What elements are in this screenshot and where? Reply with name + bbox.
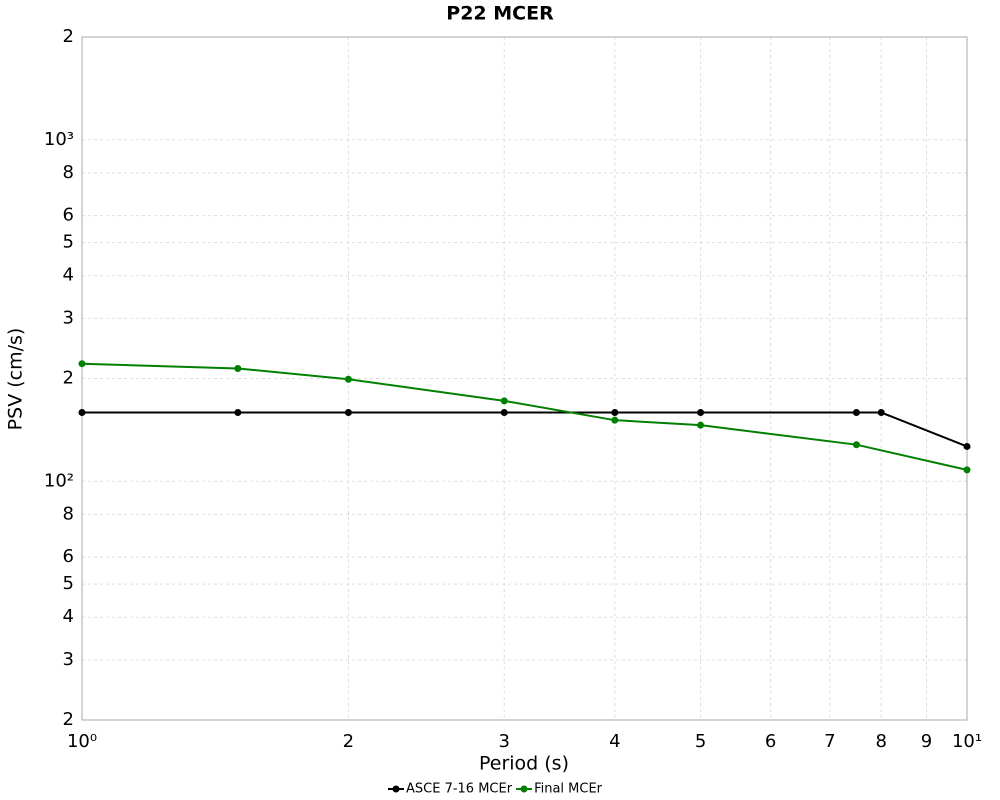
y-tick-label: 2 (63, 26, 74, 47)
y-tick-label: 10³ (44, 129, 74, 150)
data-point (611, 409, 619, 417)
data-point (78, 360, 86, 368)
y-tick-label: 3 (63, 649, 74, 670)
data-point (344, 409, 352, 417)
y-tick-label: 5 (63, 573, 74, 594)
data-point (234, 409, 242, 417)
data-point (500, 409, 508, 417)
y-tick-label: 8 (63, 162, 74, 183)
data-point (344, 375, 352, 383)
x-tick-label: 10¹ (952, 731, 982, 752)
chart-title: P22 MCER (446, 3, 554, 25)
series-line (81, 362, 968, 471)
y-tick-label: 4 (63, 606, 74, 627)
data-point (611, 416, 619, 424)
y-tick-label: 8 (63, 503, 74, 524)
x-tick-label: 9 (921, 731, 932, 752)
data-point (877, 409, 885, 417)
legend-marker (392, 785, 400, 793)
y-axis-label: PSV (cm/s) (5, 328, 27, 431)
y-tick-label: 6 (63, 205, 74, 226)
data-point (234, 364, 242, 372)
x-tick-label: 5 (695, 731, 706, 752)
x-tick-label: 2 (343, 731, 354, 752)
data-point (697, 409, 705, 417)
plot-frame (81, 36, 968, 721)
y-tick-label: 5 (63, 232, 74, 253)
legend: ASCE 7-16 MCEr Final MCEr (388, 782, 603, 797)
data-point (500, 397, 508, 405)
y-tick-label: 6 (63, 546, 74, 567)
legend-label: ASCE 7-16 MCEr (406, 782, 513, 797)
y-tick-label: 10² (44, 470, 74, 491)
x-tick-label: 6 (765, 731, 776, 752)
y-tick-label: 4 (63, 265, 74, 286)
x-tick-label: 8 (876, 731, 887, 752)
data-point (963, 442, 971, 450)
data-point (852, 441, 860, 449)
data-point (697, 421, 705, 429)
data-point (852, 409, 860, 417)
legend-label: Final MCEr (534, 782, 603, 797)
legend-marker (520, 785, 528, 793)
y-tick-label: 2 (63, 368, 74, 389)
x-tick-label: 3 (499, 731, 510, 752)
y-tick-label: 2 (63, 709, 74, 730)
x-tick-label: 7 (824, 731, 835, 752)
data-point (963, 466, 971, 474)
data-point (78, 409, 86, 417)
x-tick-label: 10⁰ (67, 731, 97, 752)
x-axis-label: Period (s) (479, 753, 569, 775)
x-tick-label: 4 (609, 731, 620, 752)
y-tick-label: 3 (63, 307, 74, 328)
